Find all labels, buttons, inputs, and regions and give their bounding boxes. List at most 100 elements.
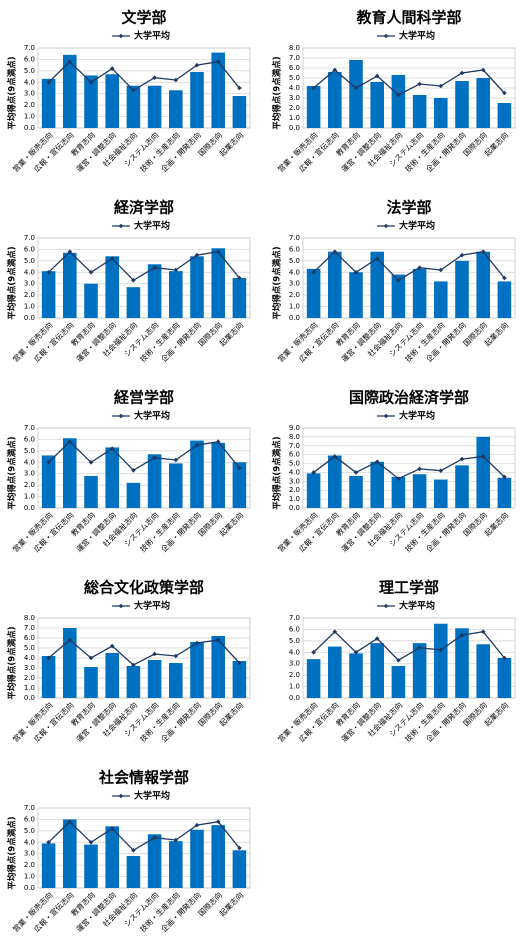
bar: [84, 844, 98, 888]
y-tick-label: 0.0: [24, 884, 35, 892]
y-tick-label: 0.0: [24, 124, 35, 132]
y-axis-label: 平均得点(9点満点): [272, 56, 283, 129]
bar: [391, 75, 406, 128]
line-marker: [173, 457, 179, 463]
legend-marker: [383, 603, 389, 609]
bar: [497, 281, 512, 318]
y-tick-label: 2.0: [289, 486, 300, 494]
y-tick-label: 0.0: [24, 504, 35, 512]
plot-border: [37, 47, 251, 129]
bar: [41, 78, 56, 128]
y-tick-label: 9.0: [289, 424, 300, 432]
bar: [434, 98, 448, 128]
plot-border: [302, 427, 516, 509]
bar: [370, 251, 384, 318]
bar: [147, 264, 162, 318]
y-tick-label: 5.0: [24, 447, 35, 455]
legend-marker: [383, 413, 389, 419]
bar: [328, 646, 342, 698]
line: [313, 69, 505, 96]
bar: [497, 658, 512, 698]
line-marker: [215, 249, 221, 255]
y-tick-label: 7.0: [289, 54, 300, 62]
line-marker: [502, 90, 507, 96]
bar: [41, 656, 56, 698]
line-marker: [46, 839, 51, 845]
bar: [169, 463, 183, 508]
chart: 経済学部0.01.02.03.04.05.06.07.0営業・販売志向広報・宣伝…: [7, 199, 251, 364]
line-marker: [67, 59, 73, 65]
bar: [126, 666, 141, 698]
legend-marker: [383, 223, 389, 229]
bar: [147, 834, 162, 888]
bar: [455, 628, 469, 698]
y-tick-label: 1.0: [24, 684, 35, 692]
chart-title: 総合文化政策学部: [84, 579, 204, 597]
bar: [232, 278, 247, 318]
line-marker: [374, 636, 380, 641]
bar: [126, 482, 141, 508]
line-marker: [215, 59, 221, 65]
y-tick-label: 4.0: [24, 78, 35, 86]
bar: [434, 623, 448, 698]
bar: [126, 287, 141, 318]
y-tick-label: 4.0: [24, 654, 35, 662]
y-tick-label: 5.0: [24, 644, 35, 652]
line-marker: [131, 87, 136, 93]
line-marker: [459, 456, 465, 462]
line-marker: [502, 474, 507, 480]
bar: [412, 643, 427, 698]
bar: [190, 829, 204, 888]
line-marker: [237, 465, 242, 471]
line-marker: [417, 645, 422, 651]
line-marker: [237, 85, 242, 91]
chart-title: 国際政治経済学部: [349, 389, 469, 407]
line-marker: [215, 819, 221, 825]
bar: [391, 274, 406, 318]
line-marker: [237, 275, 242, 281]
line: [48, 440, 240, 472]
y-axis-label: 平均得点(9点満点): [7, 436, 18, 509]
y-tick-label: 7.0: [24, 624, 35, 632]
bar: [476, 644, 490, 698]
bar: [63, 54, 77, 128]
line-marker: [152, 75, 157, 81]
y-tick-label: 2.0: [24, 101, 35, 109]
legend-marker: [118, 33, 124, 39]
line-marker: [194, 62, 200, 68]
bar: [391, 666, 406, 698]
line-marker: [480, 67, 486, 73]
chart: 総合文化政策学部0.01.02.03.04.05.06.07.08.0営業・販売…: [7, 579, 251, 744]
bar: [434, 281, 448, 318]
y-tick-label: 4.0: [289, 468, 300, 476]
legend-label: 大学平均: [134, 30, 170, 42]
legend-label: 大学平均: [399, 30, 435, 42]
plot-border: [37, 617, 251, 699]
bar: [497, 477, 512, 508]
y-tick-label: 4.0: [289, 268, 300, 276]
line-marker: [152, 835, 157, 841]
chart-title: 経営学部: [114, 389, 174, 407]
y-axis-label: 平均得点(9点満点): [7, 816, 18, 889]
line-marker: [46, 79, 51, 85]
bar: [211, 248, 225, 318]
bar: [455, 465, 469, 508]
line-marker: [194, 252, 200, 258]
line-marker: [438, 83, 444, 89]
y-tick-label: 3.0: [289, 280, 300, 288]
y-tick-label: 2.0: [289, 104, 300, 112]
y-tick-label: 7.0: [24, 804, 35, 812]
bar: [412, 474, 427, 508]
legend-marker: [383, 33, 389, 39]
bar: [41, 271, 56, 318]
y-tick-label: 3.0: [24, 90, 35, 98]
y-tick-label: 2.0: [289, 291, 300, 299]
bar: [497, 103, 512, 128]
bar: [41, 843, 56, 888]
line-marker: [353, 649, 359, 655]
line-marker: [109, 826, 115, 831]
chart-title: 文学部: [121, 9, 166, 27]
y-tick-label: 7.0: [289, 614, 300, 622]
chart: 経営学部0.01.02.03.04.05.06.07.0営業・販売志向広報・宣伝…: [7, 389, 251, 554]
